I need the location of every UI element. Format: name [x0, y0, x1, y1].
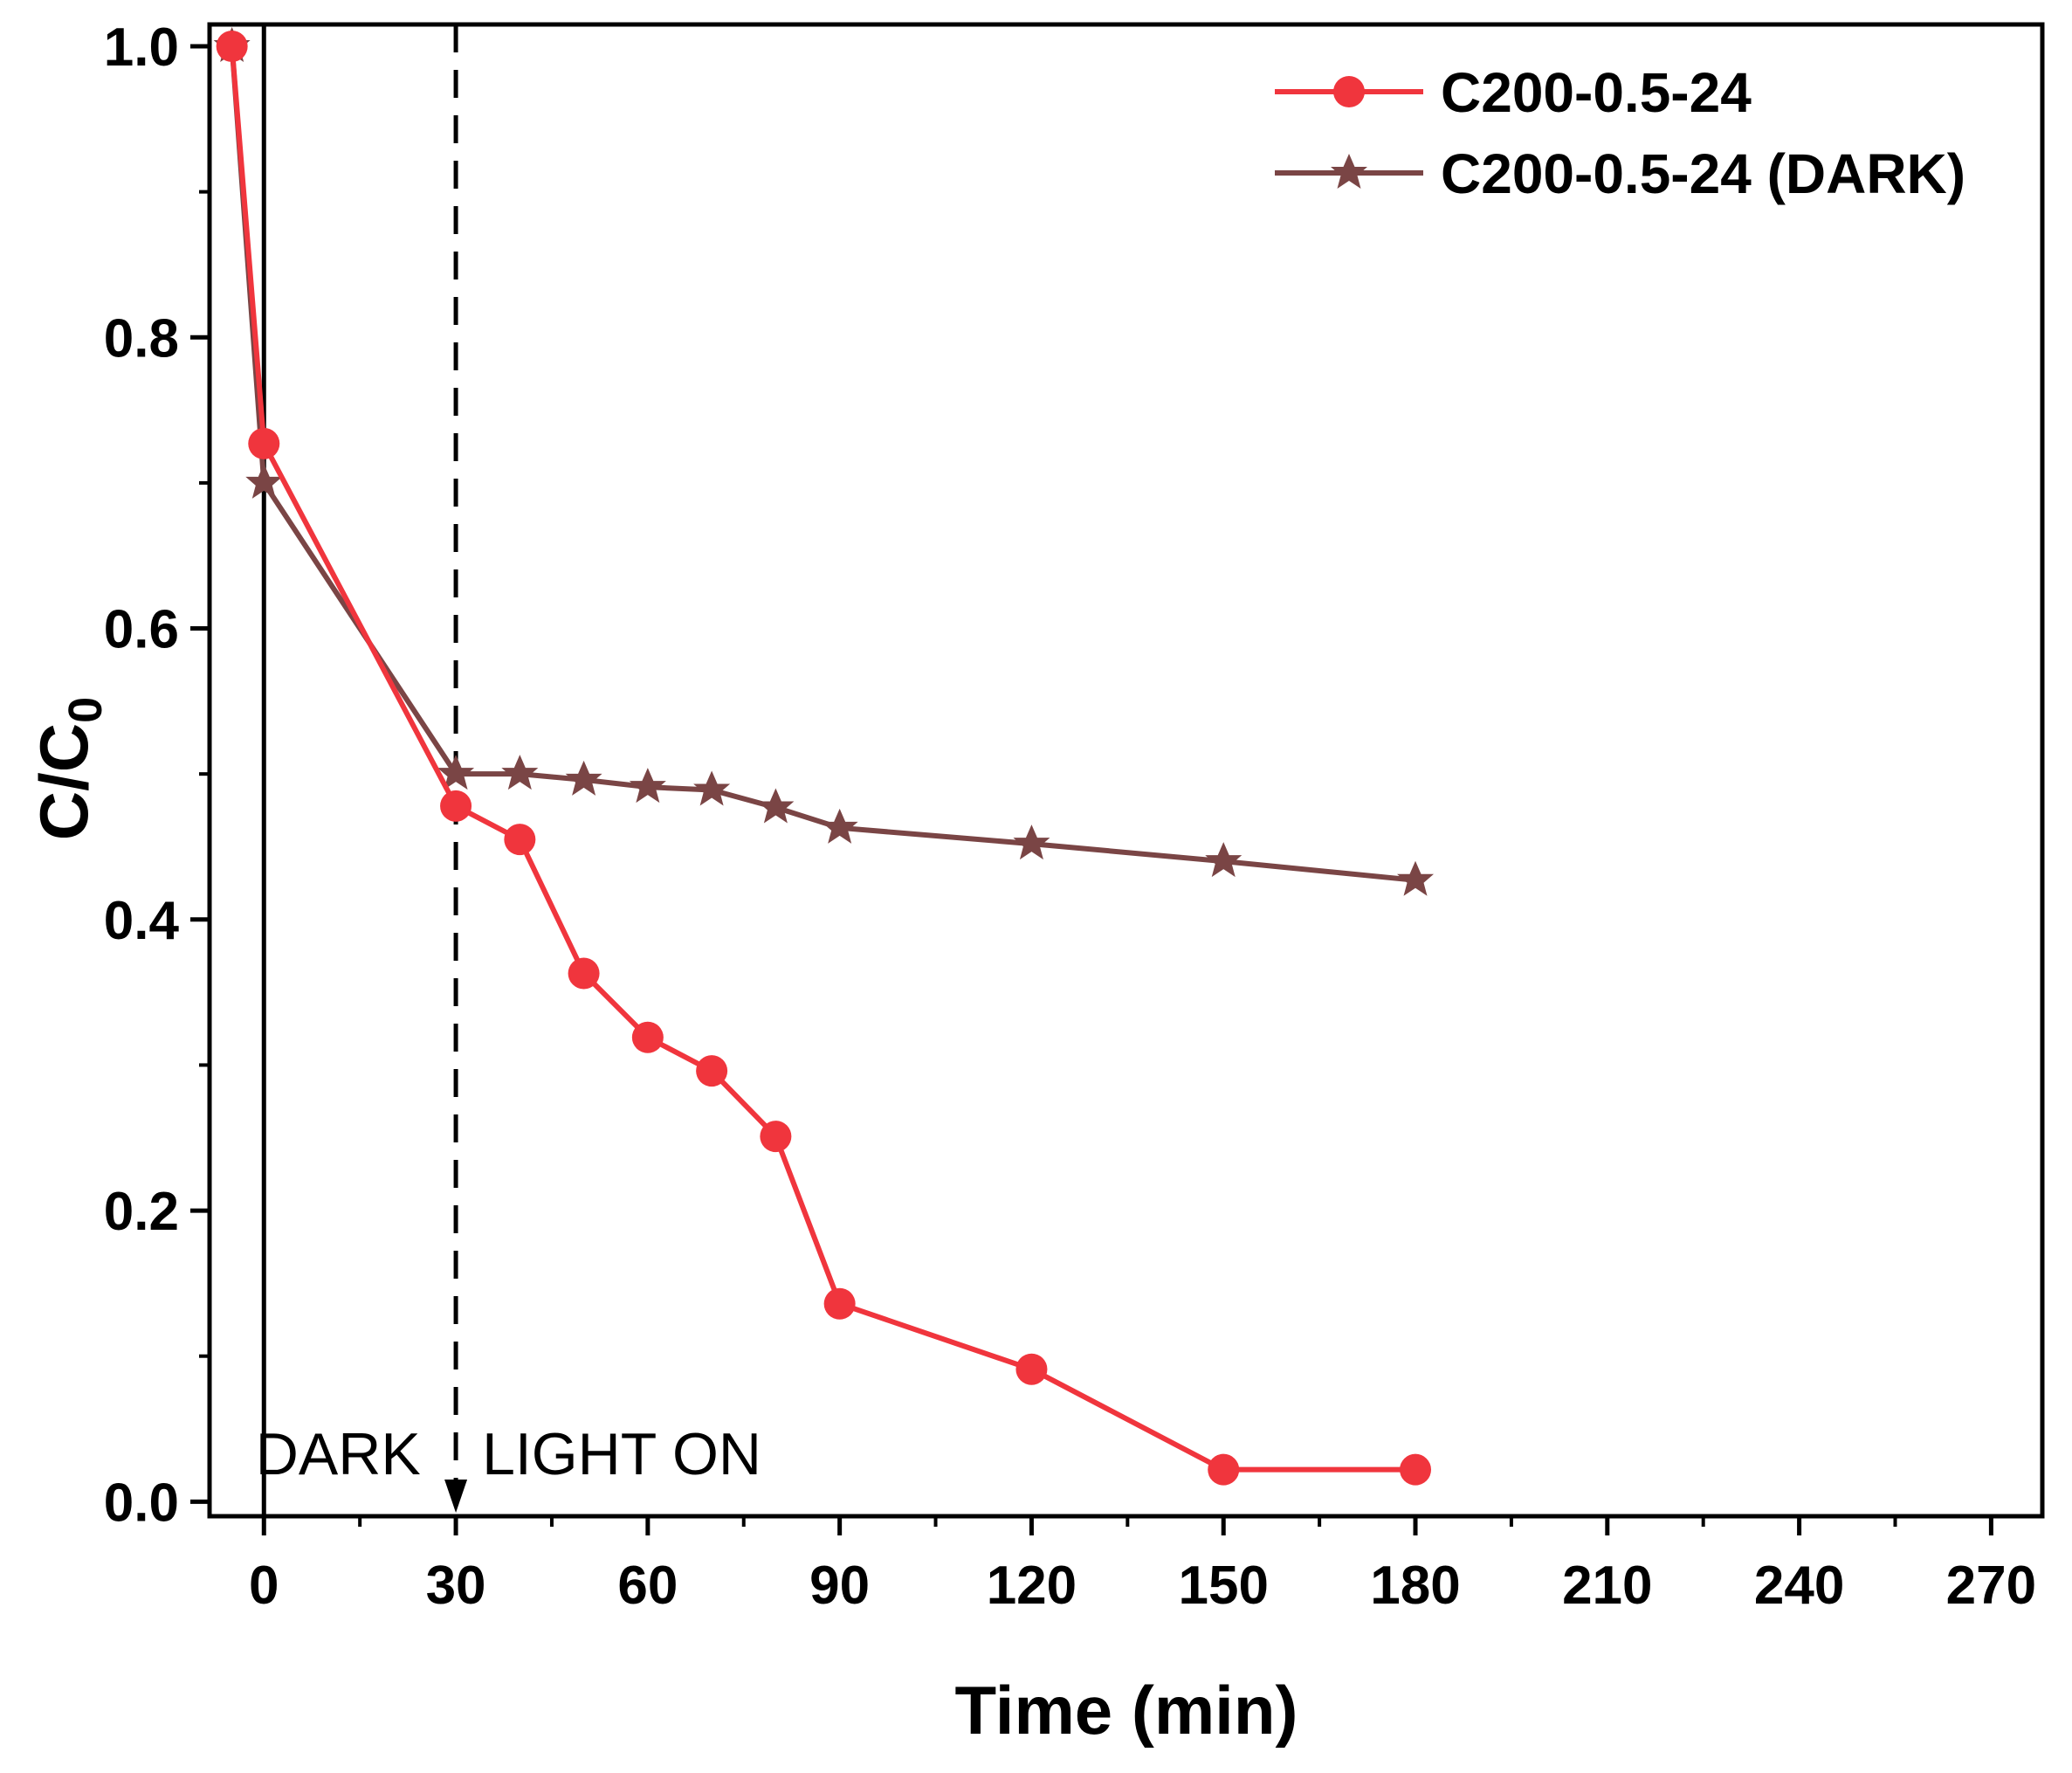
y-tick-label: 0.4: [104, 891, 180, 951]
axis-tick-labels: 0 30 60 90 120 150 180 210 240 270 0.0 0.2 0.4 0.6 0.8…: [104, 17, 2036, 1616]
x-tick-label: 0: [249, 1556, 279, 1616]
data-point: [631, 1021, 664, 1053]
data-point: [1015, 1353, 1048, 1385]
x-tick-label: 90: [809, 1556, 870, 1616]
annotation-light-on-label: LIGHT ON: [482, 1421, 761, 1487]
x-tick-label: 120: [987, 1556, 1077, 1616]
axis-ticks: [190, 44, 1993, 1535]
y-tick-label: 0.6: [104, 600, 179, 660]
data-point: [760, 1121, 792, 1153]
x-tick-label: 30: [426, 1556, 486, 1616]
data-point: [693, 770, 731, 806]
series-2: [213, 26, 1435, 896]
light-on-arrowhead: [444, 1480, 468, 1513]
data-point: [565, 760, 602, 796]
data-point: [501, 755, 539, 790]
data-point: [823, 1287, 856, 1320]
data-point: [248, 427, 280, 459]
series-line: [229, 45, 1416, 1473]
data-point: [1208, 1453, 1240, 1486]
x-tick-label: 180: [1370, 1556, 1460, 1616]
data-point: [696, 1055, 728, 1087]
y-tick-label: 0.0: [104, 1473, 179, 1533]
x-tick-label: 60: [617, 1556, 678, 1616]
y-tick-label: 1.0: [104, 17, 179, 78]
series-1: [216, 30, 1432, 1486]
data-point: [440, 790, 472, 822]
x-tick-label: 150: [1179, 1556, 1269, 1616]
data-point: [757, 788, 795, 824]
legend: C200-0.5-24 C200-0.5-24 (DARK): [1275, 61, 1965, 205]
legend-label-series-1: C200-0.5-24: [1441, 61, 1752, 124]
y-axis-title: C/C0: [25, 697, 112, 840]
legend-label-series-2: C200-0.5-24 (DARK): [1441, 142, 1965, 205]
series-line: [229, 45, 1416, 883]
data-point: [504, 824, 536, 856]
data-point: [216, 30, 248, 62]
x-tick-label: 210: [1562, 1556, 1652, 1616]
data-point: [1397, 860, 1435, 896]
plot-area-frame: [207, 22, 2045, 1519]
x-tick-label: 240: [1754, 1556, 1844, 1616]
x-axis-title: Time (min): [955, 1672, 1298, 1749]
legend-marker-series-2: [1331, 154, 1367, 189]
data-point: [629, 768, 666, 804]
y-tick-label: 0.2: [104, 1182, 179, 1242]
y-tick-label: 0.8: [104, 308, 179, 369]
data-point: [1400, 1453, 1432, 1486]
y-axis-title-main: C/C: [25, 723, 102, 840]
series-layer: [213, 26, 1435, 1486]
x-tick-label: 270: [1946, 1556, 2036, 1616]
data-point: [568, 957, 600, 990]
y-axis-title-subscript: 0: [59, 697, 112, 723]
annotation-dark-label: DARK: [256, 1421, 421, 1487]
legend-marker-series-1: [1333, 76, 1365, 107]
data-point: [1013, 824, 1050, 860]
data-point: [1205, 842, 1243, 878]
data-point: [821, 808, 858, 844]
